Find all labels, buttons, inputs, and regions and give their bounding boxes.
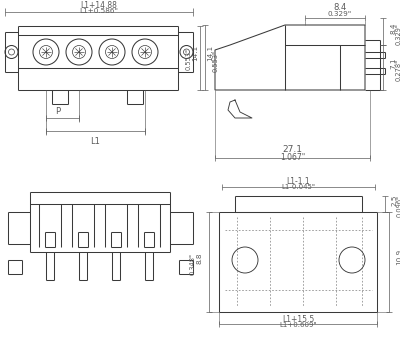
Text: 0.553": 0.553": [186, 49, 192, 70]
Text: 0.348": 0.348": [190, 253, 196, 275]
Text: 14.1: 14.1: [207, 45, 213, 61]
Text: 8.4: 8.4: [333, 4, 347, 13]
Text: 2.5: 2.5: [391, 194, 397, 206]
Text: 0.329": 0.329": [328, 11, 352, 17]
Text: 7.1: 7.1: [390, 58, 396, 69]
Text: 0.553": 0.553": [213, 50, 219, 72]
Text: L1+15.5: L1+15.5: [282, 314, 314, 323]
Text: 1.067": 1.067": [280, 152, 305, 162]
Text: 8.8: 8.8: [196, 252, 202, 264]
Text: 0.329": 0.329": [396, 23, 400, 45]
Text: 10.9: 10.9: [396, 249, 400, 265]
Text: 0.096": 0.096": [397, 195, 400, 217]
Text: 14.1: 14.1: [192, 44, 198, 61]
Text: 27.1: 27.1: [282, 145, 302, 153]
Text: L1-0.045": L1-0.045": [282, 184, 316, 190]
Text: 8.4: 8.4: [390, 22, 396, 34]
Text: 0.278": 0.278": [396, 58, 400, 81]
Text: L1-1.1: L1-1.1: [287, 176, 310, 186]
Text: L1+0.586": L1+0.586": [80, 8, 118, 14]
Text: L1+0.609": L1+0.609": [279, 322, 317, 328]
Text: P: P: [55, 107, 60, 115]
Text: L1+14.88: L1+14.88: [80, 0, 118, 10]
Text: L1: L1: [90, 137, 100, 145]
